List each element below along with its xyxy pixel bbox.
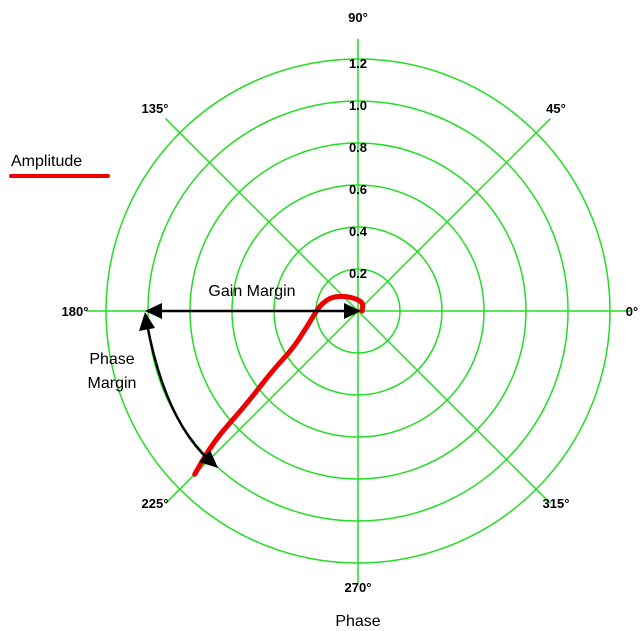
- radial-tick-label: 0.4: [349, 224, 368, 239]
- angle-tick-label: 180°: [62, 304, 89, 319]
- angular-axis-label: Phase: [335, 613, 380, 630]
- phase-margin-label-line2: Margin: [88, 375, 137, 392]
- angle-tick-label: 225°: [142, 496, 169, 511]
- angle-tick-label: 90°: [348, 10, 368, 25]
- angle-tick-label: 315°: [543, 496, 570, 511]
- angle-tick-label: 45°: [546, 101, 566, 116]
- gain-margin-arrow: [145, 303, 361, 319]
- radial-tick-label: 0.8: [349, 140, 367, 155]
- angle-tick-label: 270°: [345, 580, 372, 595]
- amplitude-series: [192, 293, 366, 477]
- angle-tick-labels: 0° 45° 90° 135° 180° 225° 270° 315°: [62, 10, 639, 595]
- legend-label-amplitude: Amplitude: [11, 153, 82, 170]
- radial-tick-label: 1.0: [349, 98, 367, 113]
- radial-tick-label: 1.2: [349, 56, 367, 71]
- phase-margin-label-line1: Phase: [89, 351, 134, 368]
- radial-tick-label: 0.6: [349, 182, 367, 197]
- angle-tick-label: 135°: [142, 101, 169, 116]
- radial-tick-labels: 0.2 0.4 0.6 0.8 1.0 1.2: [349, 56, 368, 281]
- phase-margin-arrow: [139, 312, 218, 468]
- angle-tick-label: 0°: [626, 304, 638, 319]
- radial-tick-label: 0.2: [349, 266, 367, 281]
- gain-margin-label: Gain Margin: [208, 283, 295, 300]
- series-line-amplitude: [192, 293, 366, 477]
- legend: Amplitude: [9, 153, 110, 178]
